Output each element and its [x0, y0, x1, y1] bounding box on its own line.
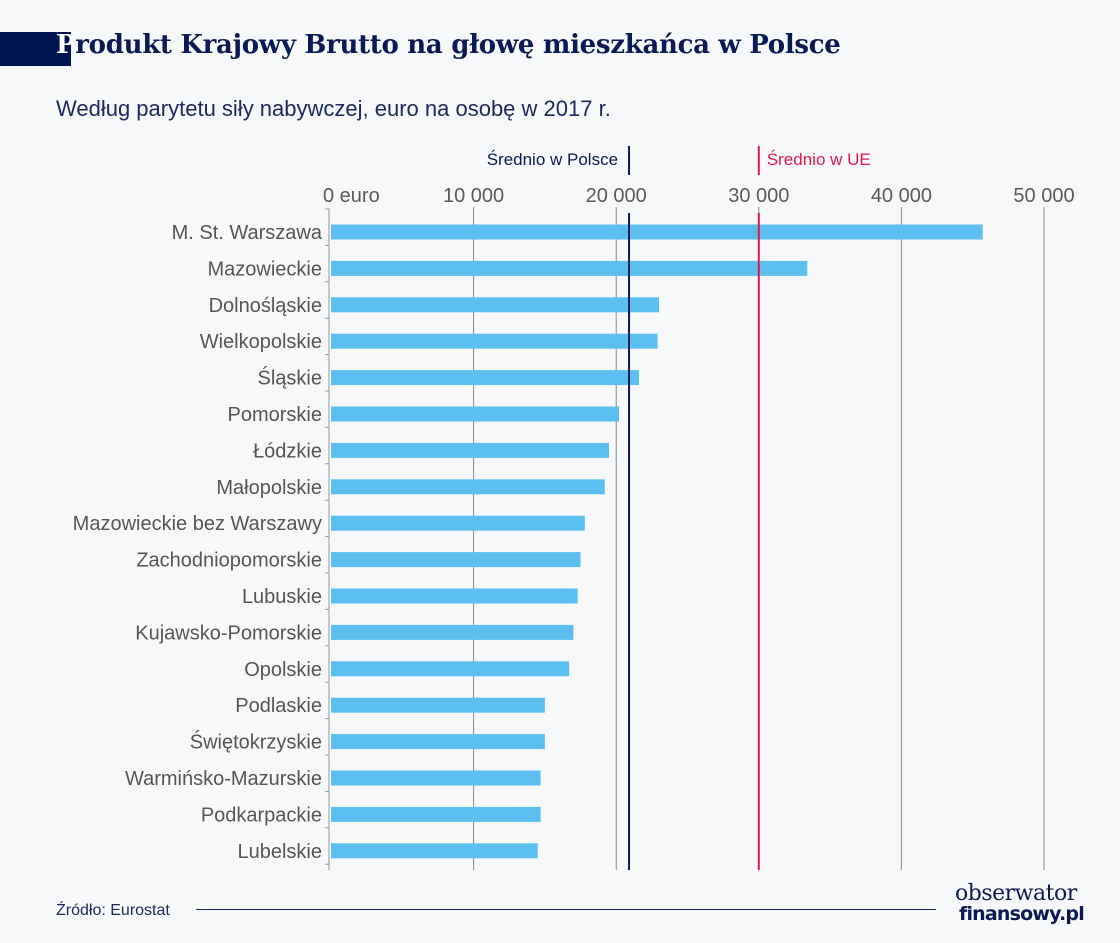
- x-tick-label: 40 000: [871, 185, 932, 207]
- bar: [331, 770, 541, 786]
- x-tick-label: 20 000: [586, 185, 647, 207]
- bar: [331, 806, 541, 822]
- category-label: Podkarpackie: [201, 804, 322, 826]
- x-tick-label: 50 000: [1013, 185, 1074, 207]
- bar: [331, 333, 658, 349]
- category-label: M. St. Warszawa: [172, 222, 323, 244]
- source-note: Źródło: Eurostat: [56, 902, 170, 919]
- x-tick-label: 0 euro: [323, 185, 380, 207]
- bar: [331, 624, 574, 640]
- x-tick-label: 30 000: [728, 185, 789, 207]
- category-label: Zachodniopomorskie: [136, 550, 322, 572]
- bar: [331, 442, 610, 458]
- bar: [331, 406, 620, 422]
- category-label: Pomorskie: [228, 404, 322, 426]
- chart-subtitle: Według parytetu siły nabywczej, euro na …: [56, 96, 611, 121]
- category-label: Opolskie: [244, 659, 322, 681]
- bar: [331, 588, 578, 604]
- category-label: Warmińsko-Mazurskie: [125, 768, 322, 790]
- bar: [331, 297, 659, 313]
- logo-line-1: obserwator: [955, 881, 1077, 906]
- title-first-letter: P: [56, 30, 76, 60]
- title-rest: rodukt Krajowy Brutto na głowę mieszkańc…: [75, 30, 841, 60]
- x-tick-label: 10 000: [443, 185, 504, 207]
- reference-line-label: Średnio w UE: [767, 150, 871, 169]
- bar: [331, 661, 570, 677]
- footer-divider: [196, 909, 936, 910]
- bar: [331, 479, 605, 495]
- logo-line-2: finansowy.pl: [959, 903, 1085, 925]
- category-label: Kujawsko-Pomorskie: [135, 622, 322, 644]
- category-label: Mazowieckie: [208, 258, 322, 280]
- category-label: Śląskie: [258, 366, 322, 390]
- category-label: Łódzkie: [253, 440, 322, 462]
- category-label: Świętokrzyskie: [190, 730, 322, 754]
- bar: [331, 697, 545, 713]
- bar: [331, 515, 585, 531]
- category-label: Lubuskie: [242, 586, 322, 608]
- category-label: Mazowieckie bez Warszawy: [73, 513, 322, 535]
- bar: [331, 224, 983, 240]
- bar: [331, 552, 581, 568]
- category-label: Małopolskie: [216, 477, 322, 499]
- category-label: Dolnośląskie: [209, 295, 322, 317]
- brand-logo: obserwator finansowy.pl: [955, 881, 1085, 925]
- bar: [331, 734, 545, 750]
- title-accent-block: [0, 32, 71, 66]
- bar: [331, 370, 640, 386]
- bar: [331, 843, 538, 859]
- page-title: Produkt Krajowy Brutto na głowę mieszkań…: [56, 30, 841, 60]
- reference-line-label: Średnio w Polsce: [487, 150, 618, 169]
- bar: [331, 260, 808, 276]
- category-label: Podlaskie: [235, 695, 322, 717]
- category-label: Wielkopolskie: [200, 331, 322, 353]
- category-label: Lubelskie: [237, 841, 322, 863]
